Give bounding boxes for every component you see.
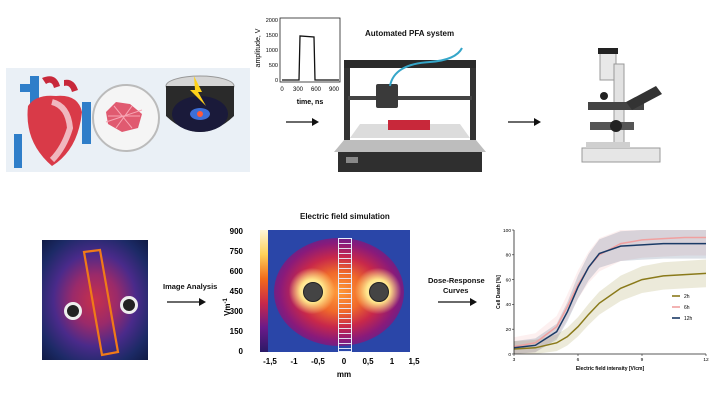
legend-label-6h: 6h xyxy=(684,305,690,311)
field-xtick: -0,5 xyxy=(311,357,325,366)
pulse-plot-xtick: 600 xyxy=(311,87,322,93)
sampling-grid xyxy=(338,238,352,352)
petri-dish-icon xyxy=(165,75,235,132)
dose-chart-ylabel: Cell Death [%] xyxy=(496,275,502,309)
pulse-plot-ytick: 1000 xyxy=(266,48,278,54)
field-xtick: 0 xyxy=(342,357,347,366)
field-x-axis: -1,5 -1 -0,5 0 0,5 1 1,5 mm xyxy=(263,357,420,379)
dose-chart-xlabel: Electric field intensity [V/cm] xyxy=(576,366,645,372)
dose-xtick-label: 12 xyxy=(703,357,709,363)
pulse-plot-ytick: 0 xyxy=(275,78,278,84)
arrow-right-icon xyxy=(167,298,206,306)
dose-xtick-label: 6 xyxy=(577,357,580,363)
electrode-left xyxy=(64,302,82,320)
electrode-left xyxy=(303,282,323,302)
ci-band-2h xyxy=(514,259,706,354)
field-colorbar-tick: 750 xyxy=(230,247,244,256)
pulse-plot-ytick: 500 xyxy=(269,63,278,69)
field-xtick: 1 xyxy=(390,357,395,366)
dose-response-label-line1: Dose-Response xyxy=(428,276,485,285)
field-xtick: 1,5 xyxy=(408,357,420,366)
pulse-plot-xlabel: time, ns xyxy=(297,99,324,106)
heart-illustration xyxy=(14,76,91,168)
field-xtick: -1,5 xyxy=(263,357,277,366)
field-colorbar xyxy=(260,230,268,352)
pulse-plot: amplitude, V 2000 1500 1000 500 0 0 300 … xyxy=(255,17,341,106)
series-line-12h xyxy=(513,242,706,349)
pulse-plot-xtick: 300 xyxy=(293,87,304,93)
arrow-right-icon xyxy=(286,118,319,126)
field-colorbar-tick: 450 xyxy=(230,287,244,296)
microscope-illustration xyxy=(581,48,662,163)
pulse-waveform xyxy=(282,35,339,81)
field-colorbar-tick: 900 xyxy=(230,227,244,236)
cardiac-cell-cluster xyxy=(105,102,143,132)
field-sim-title: Electric field simulation xyxy=(300,212,390,221)
pulse-plot-xtick: 0 xyxy=(280,87,284,93)
dose-response-chart: 100 80 60 40 20 0 3 6 9 12 Cell Death [%] Electr… xyxy=(496,228,709,372)
pulse-plot-xtick: 900 xyxy=(329,87,340,93)
field-colorbar-tick: 150 xyxy=(230,327,244,336)
arrow-right-icon xyxy=(438,298,477,306)
dose-ytick-label: 40 xyxy=(506,302,512,308)
pulse-plot-ytick: 1500 xyxy=(266,33,278,39)
pulse-plot-ylabel: amplitude, V xyxy=(255,28,262,67)
arrow-right-icon xyxy=(508,118,541,126)
field-heatmap xyxy=(268,230,410,352)
pfa-system-title: Automated PFA system xyxy=(365,29,455,38)
dose-ytick-label: 60 xyxy=(506,277,512,283)
image-analysis-label: Image Analysis xyxy=(163,282,218,291)
dose-xtick-label: 3 xyxy=(513,357,516,363)
dose-ytick-label: 80 xyxy=(506,253,512,259)
field-colorbar-axis: 900 750 600 450 300 150 0 Vm-1 xyxy=(223,227,244,356)
legend-label-12h: 12h xyxy=(684,316,693,322)
field-xlabel: mm xyxy=(337,370,351,379)
legend-label-2h: 2h xyxy=(684,294,690,300)
field-colorbar-tick: 0 xyxy=(239,347,244,356)
series-line-2h xyxy=(513,272,707,350)
field-colorbar-unit: Vm-1 xyxy=(223,297,232,315)
analysis-region-rect xyxy=(82,248,120,357)
field-colorbar-tick: 300 xyxy=(230,307,244,316)
electrode-right xyxy=(120,296,138,314)
field-colorbar-tick: 600 xyxy=(230,267,244,276)
dose-ytick-label: 100 xyxy=(503,228,511,234)
dose-response-label-line2: Curves xyxy=(443,286,469,295)
dose-ytick-label: 0 xyxy=(508,352,511,358)
pulse-plot-frame xyxy=(279,17,341,83)
dose-xtick-label: 9 xyxy=(641,357,644,363)
field-xtick: -1 xyxy=(290,357,298,366)
electrode-right xyxy=(369,282,389,302)
dose-ytick-label: 20 xyxy=(506,327,512,333)
pulse-plot-ytick: 2000 xyxy=(266,18,278,24)
pfa-printer-illustration xyxy=(334,47,486,172)
field-xtick: 0,5 xyxy=(362,357,374,366)
